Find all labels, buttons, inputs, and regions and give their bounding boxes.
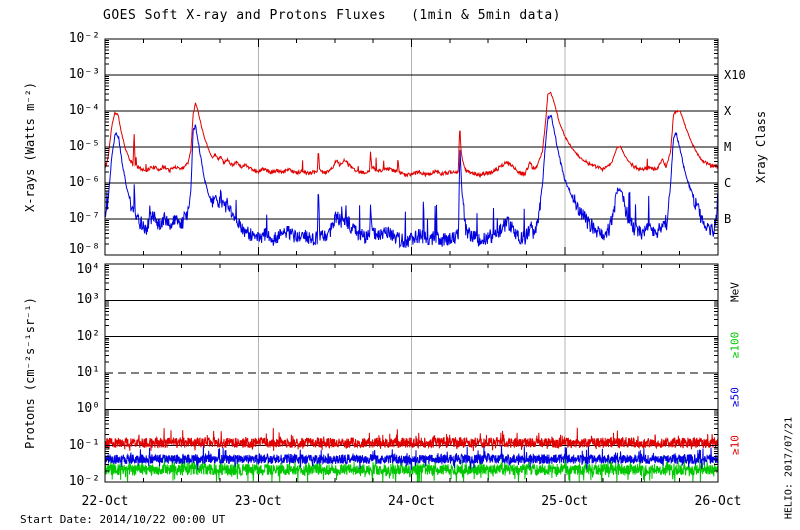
panel-border: [104, 263, 719, 483]
proton-ytick-10³: 10³: [76, 292, 100, 308]
proton-ytick-10⁴: 10⁴: [76, 262, 100, 277]
xray-ytick-10⁻³: 10⁻³: [68, 67, 100, 82]
xray-ytick-10⁻⁴: 10⁻⁴: [68, 103, 100, 118]
proton-ytick-10⁻¹: 10⁻¹: [68, 437, 100, 453]
xray-ytick-10⁻⁸: 10⁻⁸: [68, 242, 100, 257]
energy-label-ge100: ≥100: [728, 331, 742, 359]
xray-class-label-C: C: [724, 176, 732, 190]
proton-ytick-10¹: 10¹: [76, 365, 100, 380]
panel-border: [104, 38, 719, 256]
proton-ytick-10²: 10²: [76, 328, 100, 344]
xray-class-axis-label: Xray Class: [754, 110, 768, 184]
xray-ytick-10⁻⁶: 10⁻⁶: [68, 175, 100, 190]
plot-title: GOES Soft X-ray and Protons Fluxes (1min…: [103, 8, 561, 23]
xray-ytick-10⁻⁷: 10⁻⁷: [68, 211, 100, 226]
helio-credit: HELIO: 2017/07/21: [783, 416, 795, 520]
xray-class-label-M: M: [724, 140, 732, 154]
x-tick-23-Oct: 23-Oct: [234, 494, 282, 509]
xray-class-label-B: B: [724, 212, 732, 226]
x-tick-22-Oct: 22-Oct: [81, 494, 129, 509]
energy-label-ge10: ≥10: [728, 435, 742, 455]
axis-ticks: [105, 39, 718, 255]
proton-ytick-10⁻²: 10⁻²: [68, 474, 100, 489]
axis-ticks: [105, 264, 718, 482]
xray-class-label-X10: X10: [724, 68, 746, 82]
proton-trace-50: [105, 444, 718, 471]
proton-trace-10: [105, 427, 718, 452]
proton-ytick-10⁰: 10⁰: [76, 401, 100, 417]
xray-ytick-10⁻²: 10⁻²: [68, 31, 100, 46]
xray-trace-red: [105, 91, 718, 179]
xray-ytick-10⁻⁵: 10⁻⁵: [68, 139, 100, 154]
xray-trace-blue: [105, 114, 718, 249]
xray-class-label-X: X: [724, 104, 732, 118]
start-date-text: Start Date: 2014/10/22 00:00 UT: [20, 513, 226, 526]
x-tick-26-Oct: 26-Oct: [694, 494, 742, 509]
energy-label-ge50: ≥50: [728, 387, 742, 407]
x-tick-25-Oct: 25-Oct: [541, 494, 589, 509]
mev-axis-label: MeV: [728, 282, 742, 302]
x-tick-24-Oct: 24-Oct: [388, 494, 435, 509]
